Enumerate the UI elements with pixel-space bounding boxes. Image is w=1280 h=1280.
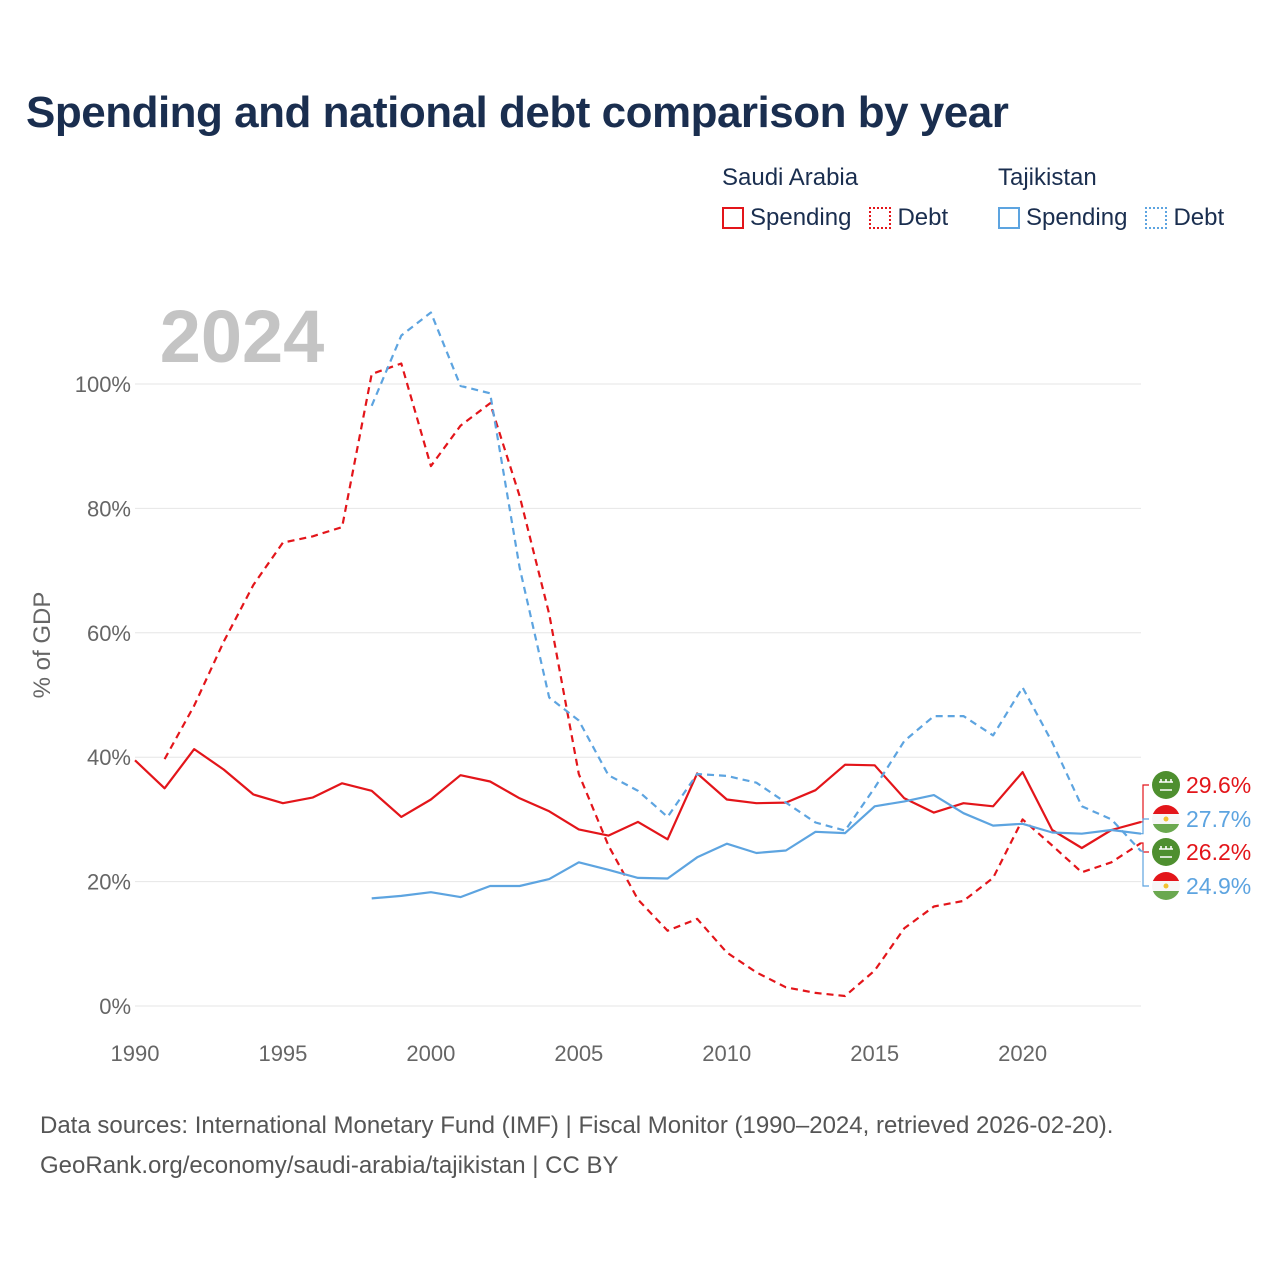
end-value-label: 27.7% xyxy=(1186,806,1251,832)
legend-group-tajikistan: Tajikistan Spending Debt xyxy=(998,162,1224,232)
x-tick-label: 2000 xyxy=(406,1041,455,1066)
end-value-label: 26.2% xyxy=(1186,839,1251,865)
source-line-1: Data sources: International Monetary Fun… xyxy=(40,1112,1114,1139)
legend-swatch xyxy=(722,207,744,229)
label-connector xyxy=(1141,850,1149,887)
y-tick-label: 20% xyxy=(87,870,131,895)
label-connector xyxy=(1141,784,1149,823)
legend-item-tajikistan-spending[interactable]: Spending xyxy=(998,204,1127,232)
y-tick-label: 0% xyxy=(99,994,131,1019)
legend-item-saudi-spending[interactable]: Spending xyxy=(722,204,851,232)
legend-item-saudi-debt[interactable]: Debt xyxy=(869,204,948,232)
year-watermark: 2024 xyxy=(160,295,325,378)
tajikistan-flag-icon xyxy=(1152,805,1180,833)
end-value-label: 24.9% xyxy=(1186,873,1251,899)
label-connector xyxy=(1141,842,1149,853)
y-tick-label: 100% xyxy=(75,372,131,397)
legend-item-tajikistan-debt[interactable]: Debt xyxy=(1145,204,1224,232)
series-line-tajikistan-debt[interactable] xyxy=(370,311,1142,852)
legend-swatch xyxy=(869,207,892,229)
x-tick-label: 1990 xyxy=(111,1041,160,1066)
legend-group-name: Saudi Arabia xyxy=(722,164,859,191)
legend-label: Debt xyxy=(897,204,949,231)
series-line-tajikistan-spending[interactable] xyxy=(371,793,1142,900)
legend-group-saudi-arabia: Saudi Arabia Spending Debt xyxy=(722,162,948,232)
saudi-flag-icon xyxy=(1152,838,1180,866)
source-note: Data sources: International Monetary Fun… xyxy=(40,1106,1113,1186)
chart-title: Spending and national debt comparison by… xyxy=(26,88,1009,137)
saudi-flag-icon xyxy=(1152,771,1180,799)
legend-group-name: Tajikistan xyxy=(998,164,1097,191)
series-line-saudi-arabia-debt[interactable] xyxy=(163,362,1142,998)
tajikistan-flag-icon xyxy=(1152,872,1180,900)
y-tick-label: 60% xyxy=(87,621,131,646)
x-tick-label: 1995 xyxy=(258,1041,307,1066)
x-tick-label: 2005 xyxy=(554,1041,603,1066)
legend-label: Debt xyxy=(1173,204,1225,231)
end-value-label: 29.6% xyxy=(1186,772,1251,798)
y-tick-label: 80% xyxy=(87,496,131,521)
y-tick-label: 40% xyxy=(87,745,131,770)
legend-label: Spending xyxy=(750,204,852,231)
legend-label: Spending xyxy=(1026,204,1128,231)
series-line-saudi-arabia-spending[interactable] xyxy=(134,747,1142,850)
source-line-2: GeoRank.org/economy/saudi-arabia/tajikis… xyxy=(40,1152,619,1179)
x-tick-label: 2015 xyxy=(850,1041,899,1066)
x-tick-label: 2020 xyxy=(998,1041,1047,1066)
x-tick-label: 2010 xyxy=(702,1041,751,1066)
y-axis-label: % of GDP xyxy=(29,592,56,699)
label-connector xyxy=(1141,818,1149,835)
legend-swatch xyxy=(998,207,1020,229)
legend-swatch xyxy=(1145,207,1168,229)
